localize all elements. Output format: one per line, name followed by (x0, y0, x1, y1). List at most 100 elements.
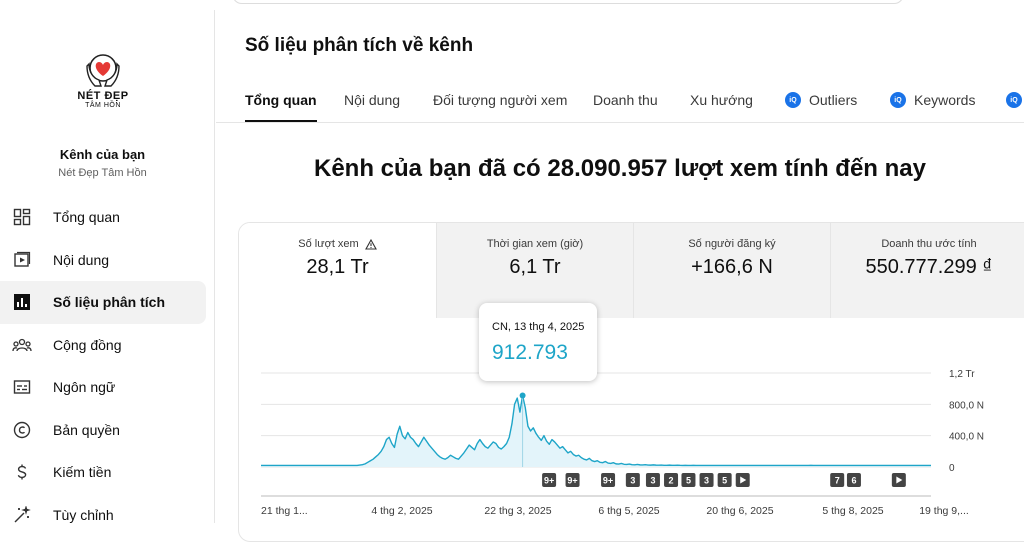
marker-label: 3 (704, 476, 709, 486)
sidebar-item-overview[interactable]: Tổng quan (0, 196, 206, 239)
x-tick-label: 5 thg 8, 2025 (822, 505, 883, 517)
metric-label: Thời gian xem (giờ) (486, 238, 584, 250)
marker-label: 9+ (544, 476, 554, 486)
search-box[interactable] (232, 0, 904, 4)
community-icon (12, 335, 32, 355)
x-tick-label: 19 thg 9,... (919, 505, 969, 517)
views-chart[interactable]: 1,2 Tr 800,0 N 400,0 N 0 9+ 9+ 9+ 3 3 2 5 3 5 7 6 21 th… (239, 318, 1024, 542)
sidebar-item-label: Tổng quan (53, 209, 120, 226)
video-count-marker (664, 473, 679, 487)
video-count-marker (681, 473, 696, 487)
video-count-marker (625, 473, 640, 487)
channel-logo[interactable]: NÉT ĐẸP TÂM HỒN (70, 52, 136, 109)
x-tick-label: 21 thg 1... (261, 505, 308, 517)
tab-content[interactable]: Nội dung (344, 92, 400, 108)
marker-label: 5 (686, 476, 691, 486)
x-tick-label: 22 thg 3, 2025 (484, 505, 551, 517)
sidebar-item-copyright[interactable]: Bản quyền (0, 409, 206, 452)
x-tick-label: 20 thg 6, 2025 (706, 505, 773, 517)
copyright-icon (12, 420, 32, 440)
metric-label: Số lượt xem (298, 238, 359, 250)
tab-outliers[interactable]: iQ Outliers (785, 92, 857, 108)
sidebar: NÉT ĐẸP TÂM HỒN Kênh của bạn Nét Đẹp Tâm… (0, 10, 215, 523)
sidebar-item-content[interactable]: Nội dung (0, 239, 206, 282)
vidiq-icon: iQ (1006, 92, 1022, 108)
content-icon (12, 250, 32, 270)
video-count-marker (830, 473, 845, 487)
sidebar-item-customization[interactable]: Tùy chỉnh (0, 494, 206, 537)
page-title: Số liệu phân tích về kênh (245, 35, 474, 56)
main-content: Số liệu phân tích về kênh Tổng quan Nội … (216, 10, 1024, 542)
sidebar-item-label: Nội dung (53, 251, 110, 268)
video-count-marker (601, 473, 616, 487)
metric-subscribers[interactable]: Số người đăng ký +166,6 N (633, 223, 830, 318)
warning-icon[interactable] (364, 238, 377, 250)
tab-trends[interactable]: Xu hướng (690, 92, 753, 108)
marker-label: 3 (650, 476, 655, 486)
sidebar-item-languages[interactable]: Ngôn ngữ (0, 366, 206, 409)
tab-more[interactable]: iQ (1006, 92, 1024, 108)
y-tick-label: 400,0 N (949, 432, 984, 443)
tab-label: Tổng quan (245, 92, 317, 108)
tab-label: Keywords (914, 92, 976, 108)
tooltip-date: CN, 13 thg 4, 2025 (492, 321, 585, 333)
sidebar-item-label: Số liệu phân tích (53, 294, 166, 311)
tab-label: Đối tượng người xem (433, 92, 568, 108)
metric-value: 6,1 Tr (509, 256, 561, 278)
vidiq-icon: iQ (890, 92, 906, 108)
channel-name: Nét Đẹp Tâm Hồn (58, 167, 147, 179)
vidiq-icon: iQ (785, 92, 801, 108)
subtitles-icon (12, 377, 32, 397)
logo-line-1: NÉT ĐẸP (77, 90, 129, 102)
video-count-marker (565, 473, 580, 487)
total-views-headline: Kênh của bạn đã có 28.090.957 lượt xem t… (314, 155, 926, 182)
play-icon (896, 476, 903, 484)
play-icon (740, 476, 747, 484)
sidebar-item-label: Tùy chỉnh (53, 506, 114, 523)
marker-label: 7 (835, 476, 840, 486)
hover-point (519, 392, 526, 399)
magic-wand-icon (12, 505, 32, 525)
tab-overview[interactable]: Tổng quan (245, 92, 317, 122)
video-count-marker (846, 473, 861, 487)
tooltip-value: 912.793 (492, 341, 568, 364)
marker-label: 6 (851, 476, 856, 486)
chart-tooltip: CN, 13 thg 4, 2025 912.793 (479, 303, 597, 381)
marker-label: 5 (722, 476, 727, 486)
video-count-marker (699, 473, 714, 487)
sidebar-item-analytics[interactable]: Số liệu phân tích (0, 281, 206, 324)
views-chart-area: 1,2 Tr 800,0 N 400,0 N 0 9+ 9+ 9+ 3 3 2 5 3 5 7 6 21 th… (239, 318, 1024, 542)
metric-revenue[interactable]: Doanh thu ước tính 550.777.299 ₫ (830, 223, 1024, 318)
metric-watch-time[interactable]: Thời gian xem (giờ) 6,1 Tr (436, 223, 633, 318)
metric-value: 28,1 Tr (306, 256, 369, 278)
marker-label: 2 (669, 476, 674, 486)
tab-label: Doanh thu (593, 92, 658, 108)
analytics-tabs: Tổng quan Nội dung Đối tượng người xem D… (216, 86, 1024, 123)
overview-card: Số lượt xem 28,1 Tr Thời gian xem (giờ) … (238, 222, 1024, 542)
tab-audience[interactable]: Đối tượng người xem (433, 92, 567, 108)
x-tick-label: 6 thg 5, 2025 (598, 505, 659, 517)
tab-keywords[interactable]: iQ Keywords (890, 92, 975, 108)
metric-views[interactable]: Số lượt xem 28,1 Tr (239, 223, 436, 318)
series-area (261, 395, 931, 467)
marker-label: 9+ (603, 476, 613, 486)
sidebar-item-label: Cộng đồng (53, 336, 122, 353)
sidebar-item-label: Kiếm tiền (53, 464, 112, 481)
video-count-marker (717, 473, 732, 487)
sidebar-item-community[interactable]: Cộng đồng (0, 324, 206, 367)
heart-hands-logo-icon (86, 54, 120, 87)
sidebar-nav: Tổng quan Nội dung Số liệu phân tích Cộn… (0, 196, 215, 536)
metric-value: +166,6 N (691, 256, 773, 278)
metric-value: 550.777.299 ₫ (865, 256, 993, 278)
channel-title: Kênh của bạn (59, 147, 146, 162)
sidebar-item-label: Bản quyền (53, 421, 120, 438)
video-count-marker (542, 473, 557, 487)
x-tick-label: 4 thg 2, 2025 (371, 505, 432, 517)
y-tick-label: 800,0 N (949, 400, 984, 411)
sidebar-item-earn[interactable]: Kiếm tiền (0, 451, 206, 494)
dashboard-icon (12, 207, 32, 227)
metrics-row: Số lượt xem 28,1 Tr Thời gian xem (giờ) … (239, 223, 1024, 318)
tab-revenue[interactable]: Doanh thu (593, 92, 658, 108)
marker-label: 9+ (567, 476, 577, 486)
logo-line-2: TÂM HỒN (85, 102, 121, 109)
